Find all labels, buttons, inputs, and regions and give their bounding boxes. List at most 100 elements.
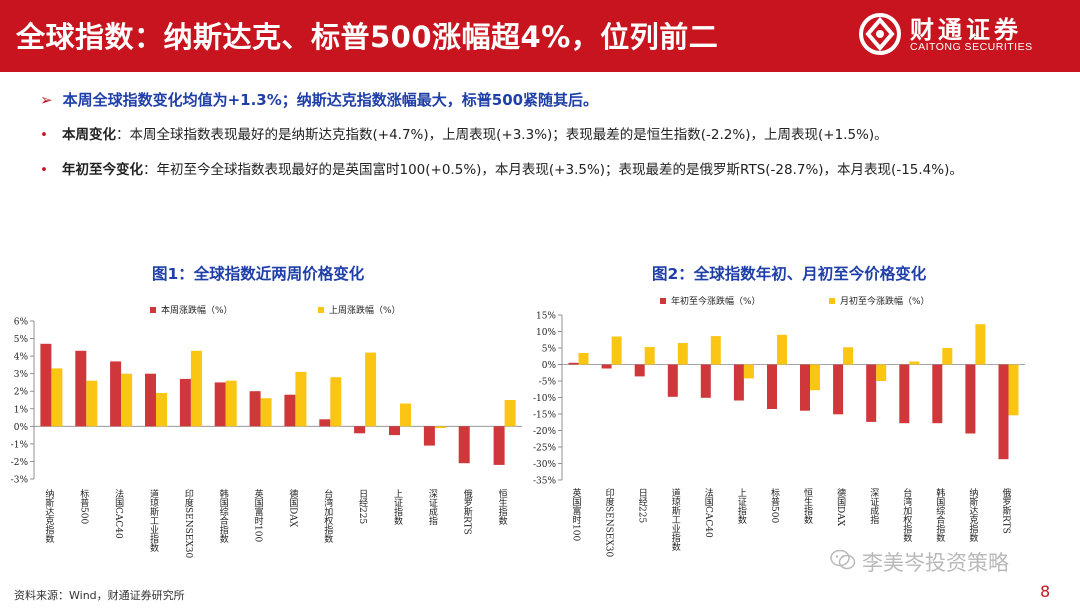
arrow-bullet-icon: ➢ bbox=[40, 91, 53, 109]
x-category-label: 印度SENSEX30 bbox=[604, 487, 615, 558]
header-bar: 全球指数：纳斯达克、标普500涨幅超4%，位列前二 财通证券 CAITONG S… bbox=[0, 0, 1080, 72]
bar-series2 bbox=[330, 377, 342, 427]
x-category-label: 纳斯达克指数 bbox=[967, 487, 978, 543]
bar-series1 bbox=[423, 426, 435, 446]
caitong-logo-icon bbox=[859, 13, 901, 55]
legend-label: 月初至今涨跌幅（%） bbox=[840, 295, 930, 307]
bar-series2 bbox=[677, 343, 688, 365]
bar-series1 bbox=[932, 364, 943, 424]
logo-en-text: CAITONG SECURITIES bbox=[910, 41, 1033, 53]
x-category-label: 恒生指数 bbox=[802, 487, 813, 525]
bar-series1 bbox=[700, 364, 711, 398]
bar-series2 bbox=[400, 403, 411, 427]
legend-swatch bbox=[829, 298, 835, 304]
summary-line: ➢ 本周全球指数变化均值为+1.3%；纳斯达克指数涨幅最大，标普500紧随其后。 bbox=[40, 89, 598, 110]
y-tick-label: 5% bbox=[542, 345, 557, 355]
bar-series1 bbox=[249, 391, 261, 427]
x-category-label: 英国富时100 bbox=[253, 488, 264, 543]
bar-series1 bbox=[40, 343, 52, 427]
bar-series1 bbox=[568, 362, 579, 365]
bar-series2 bbox=[1008, 364, 1019, 416]
y-tick-label: 5% bbox=[14, 335, 29, 345]
y-tick-label: -20% bbox=[533, 427, 556, 437]
x-category-label: 德国DAX bbox=[835, 487, 846, 527]
y-tick-label: 3% bbox=[14, 370, 29, 380]
y-tick-label: 2% bbox=[14, 388, 29, 398]
logo-cn-text: 财通证券 bbox=[910, 16, 1022, 44]
bar-series1 bbox=[354, 426, 366, 434]
watermark: 李美岑投资策略 bbox=[830, 547, 1045, 577]
bullet-label: 年初至今变化 bbox=[62, 162, 143, 178]
y-tick-label: -30% bbox=[533, 460, 556, 470]
x-category-label: 标普500 bbox=[78, 488, 89, 525]
bar-series2 bbox=[365, 352, 377, 427]
x-category-label: 印度SENSEX30 bbox=[183, 488, 194, 559]
x-category-label: 英国富时100 bbox=[571, 487, 582, 542]
x-category-label: 上证指数 bbox=[392, 489, 403, 526]
chart1-weekly-change: 6% 5% 4% 3% 2% 1% 0% -1% -2% -3% 纳斯达克指数 标普500 法国CAC4… bbox=[11, 304, 522, 558]
bar-series1 bbox=[833, 364, 844, 415]
y-tick-label: 10% bbox=[536, 328, 556, 338]
chart-legend: 本周涨跌幅（%） 上周涨跌幅（%） bbox=[150, 304, 401, 316]
bar-series1 bbox=[965, 364, 976, 434]
legend-swatch bbox=[318, 307, 324, 313]
x-category-label: 恒生指数 bbox=[497, 488, 508, 526]
bar-series2 bbox=[190, 350, 202, 427]
bar-series1 bbox=[458, 426, 470, 464]
bar-series1 bbox=[145, 373, 156, 427]
bullet-dot-icon: • bbox=[40, 162, 48, 178]
bullet-ytd-change: • 年初至今变化：年初至今全球指数表现最好的是英国富时100(+0.5%)，本月… bbox=[40, 159, 1050, 205]
y-tick-label: -25% bbox=[533, 444, 556, 454]
bullet-label: 本周变化 bbox=[62, 127, 116, 143]
bar-series2 bbox=[843, 347, 854, 365]
bar-series1 bbox=[800, 364, 810, 411]
x-category-label: 道琼斯工业指数 bbox=[670, 487, 681, 552]
x-category-label: 深证成指 bbox=[427, 489, 438, 526]
bar-series1 bbox=[998, 364, 1009, 460]
y-tick-label: 1% bbox=[14, 405, 29, 415]
chart-legend: 年初至今涨跌幅（%） 月初至今涨跌幅（%） bbox=[660, 295, 930, 307]
chart-axes: 6% 5% 4% 3% 2% 1% 0% -1% -2% -3% 纳斯达克指数 标普500 法国CAC4… bbox=[11, 318, 522, 559]
bar-series1 bbox=[667, 364, 678, 397]
y-tick-label: 6% bbox=[14, 318, 29, 328]
bullet-text: 本周变化：本周全球指数表现最好的是纳斯达克指数(+4.7%)，上周表现(+3.3… bbox=[62, 124, 1047, 146]
x-category-label: 标普500 bbox=[769, 487, 780, 524]
bar-series2 bbox=[225, 380, 237, 427]
bar-series2 bbox=[810, 364, 820, 391]
page-number: 8 bbox=[1040, 582, 1051, 601]
company-logo: 财通证券 CAITONG SECURITIES bbox=[858, 10, 1063, 62]
wechat-icon bbox=[830, 549, 856, 570]
y-tick-label: -5% bbox=[539, 378, 557, 388]
bar-series1 bbox=[110, 361, 122, 427]
x-category-label: 台湾加权指数 bbox=[901, 487, 912, 543]
bar-series2 bbox=[121, 373, 133, 427]
bar-series2 bbox=[942, 348, 953, 365]
bullet-separator: ： bbox=[116, 127, 130, 143]
bullet-weekly-change: • 本周变化：本周全球指数表现最好的是纳斯达克指数(+4.7%)，上周表现(+3… bbox=[40, 124, 1050, 146]
bar-series1 bbox=[284, 394, 296, 427]
x-category-label: 俄罗斯RTS bbox=[1001, 487, 1012, 534]
x-category-label: 日经225 bbox=[637, 488, 648, 524]
bullet-text: 年初至今变化：年初至今全球指数表现最好的是英国富时100(+0.5%)，本月表现… bbox=[62, 159, 1047, 181]
x-category-label: 法国CAC40 bbox=[113, 488, 124, 539]
legend-swatch bbox=[150, 307, 156, 313]
bar-series2 bbox=[611, 336, 622, 365]
bar-series1 bbox=[319, 419, 331, 427]
bar-series2 bbox=[909, 361, 920, 365]
y-tick-label: -35% bbox=[533, 477, 556, 487]
bar-series1 bbox=[899, 364, 910, 424]
bar-series2 bbox=[876, 364, 887, 381]
y-tick-label: -2% bbox=[11, 458, 29, 468]
y-tick-label: -3% bbox=[11, 476, 29, 486]
bar-series2 bbox=[743, 364, 754, 379]
chart-bars bbox=[568, 324, 1019, 460]
bar-series2 bbox=[504, 400, 516, 427]
legend-label: 年初至今涨跌幅（%） bbox=[671, 295, 761, 307]
page-title: 全球指数：纳斯达克、标普500涨幅超4%，位列前二 bbox=[16, 20, 719, 54]
y-tick-label: 0% bbox=[542, 361, 557, 371]
bullet-body: 年初至今全球指数表现最好的是英国富时100(+0.5%)，本月表现(+3.5%)… bbox=[156, 162, 963, 178]
x-category-label: 俄罗斯RTS bbox=[462, 488, 473, 535]
bullet-separator: ： bbox=[143, 162, 157, 178]
bar-series1 bbox=[389, 426, 400, 436]
chart2-title: 图2：全球指数年初、月初至今价格变化 bbox=[652, 265, 927, 283]
